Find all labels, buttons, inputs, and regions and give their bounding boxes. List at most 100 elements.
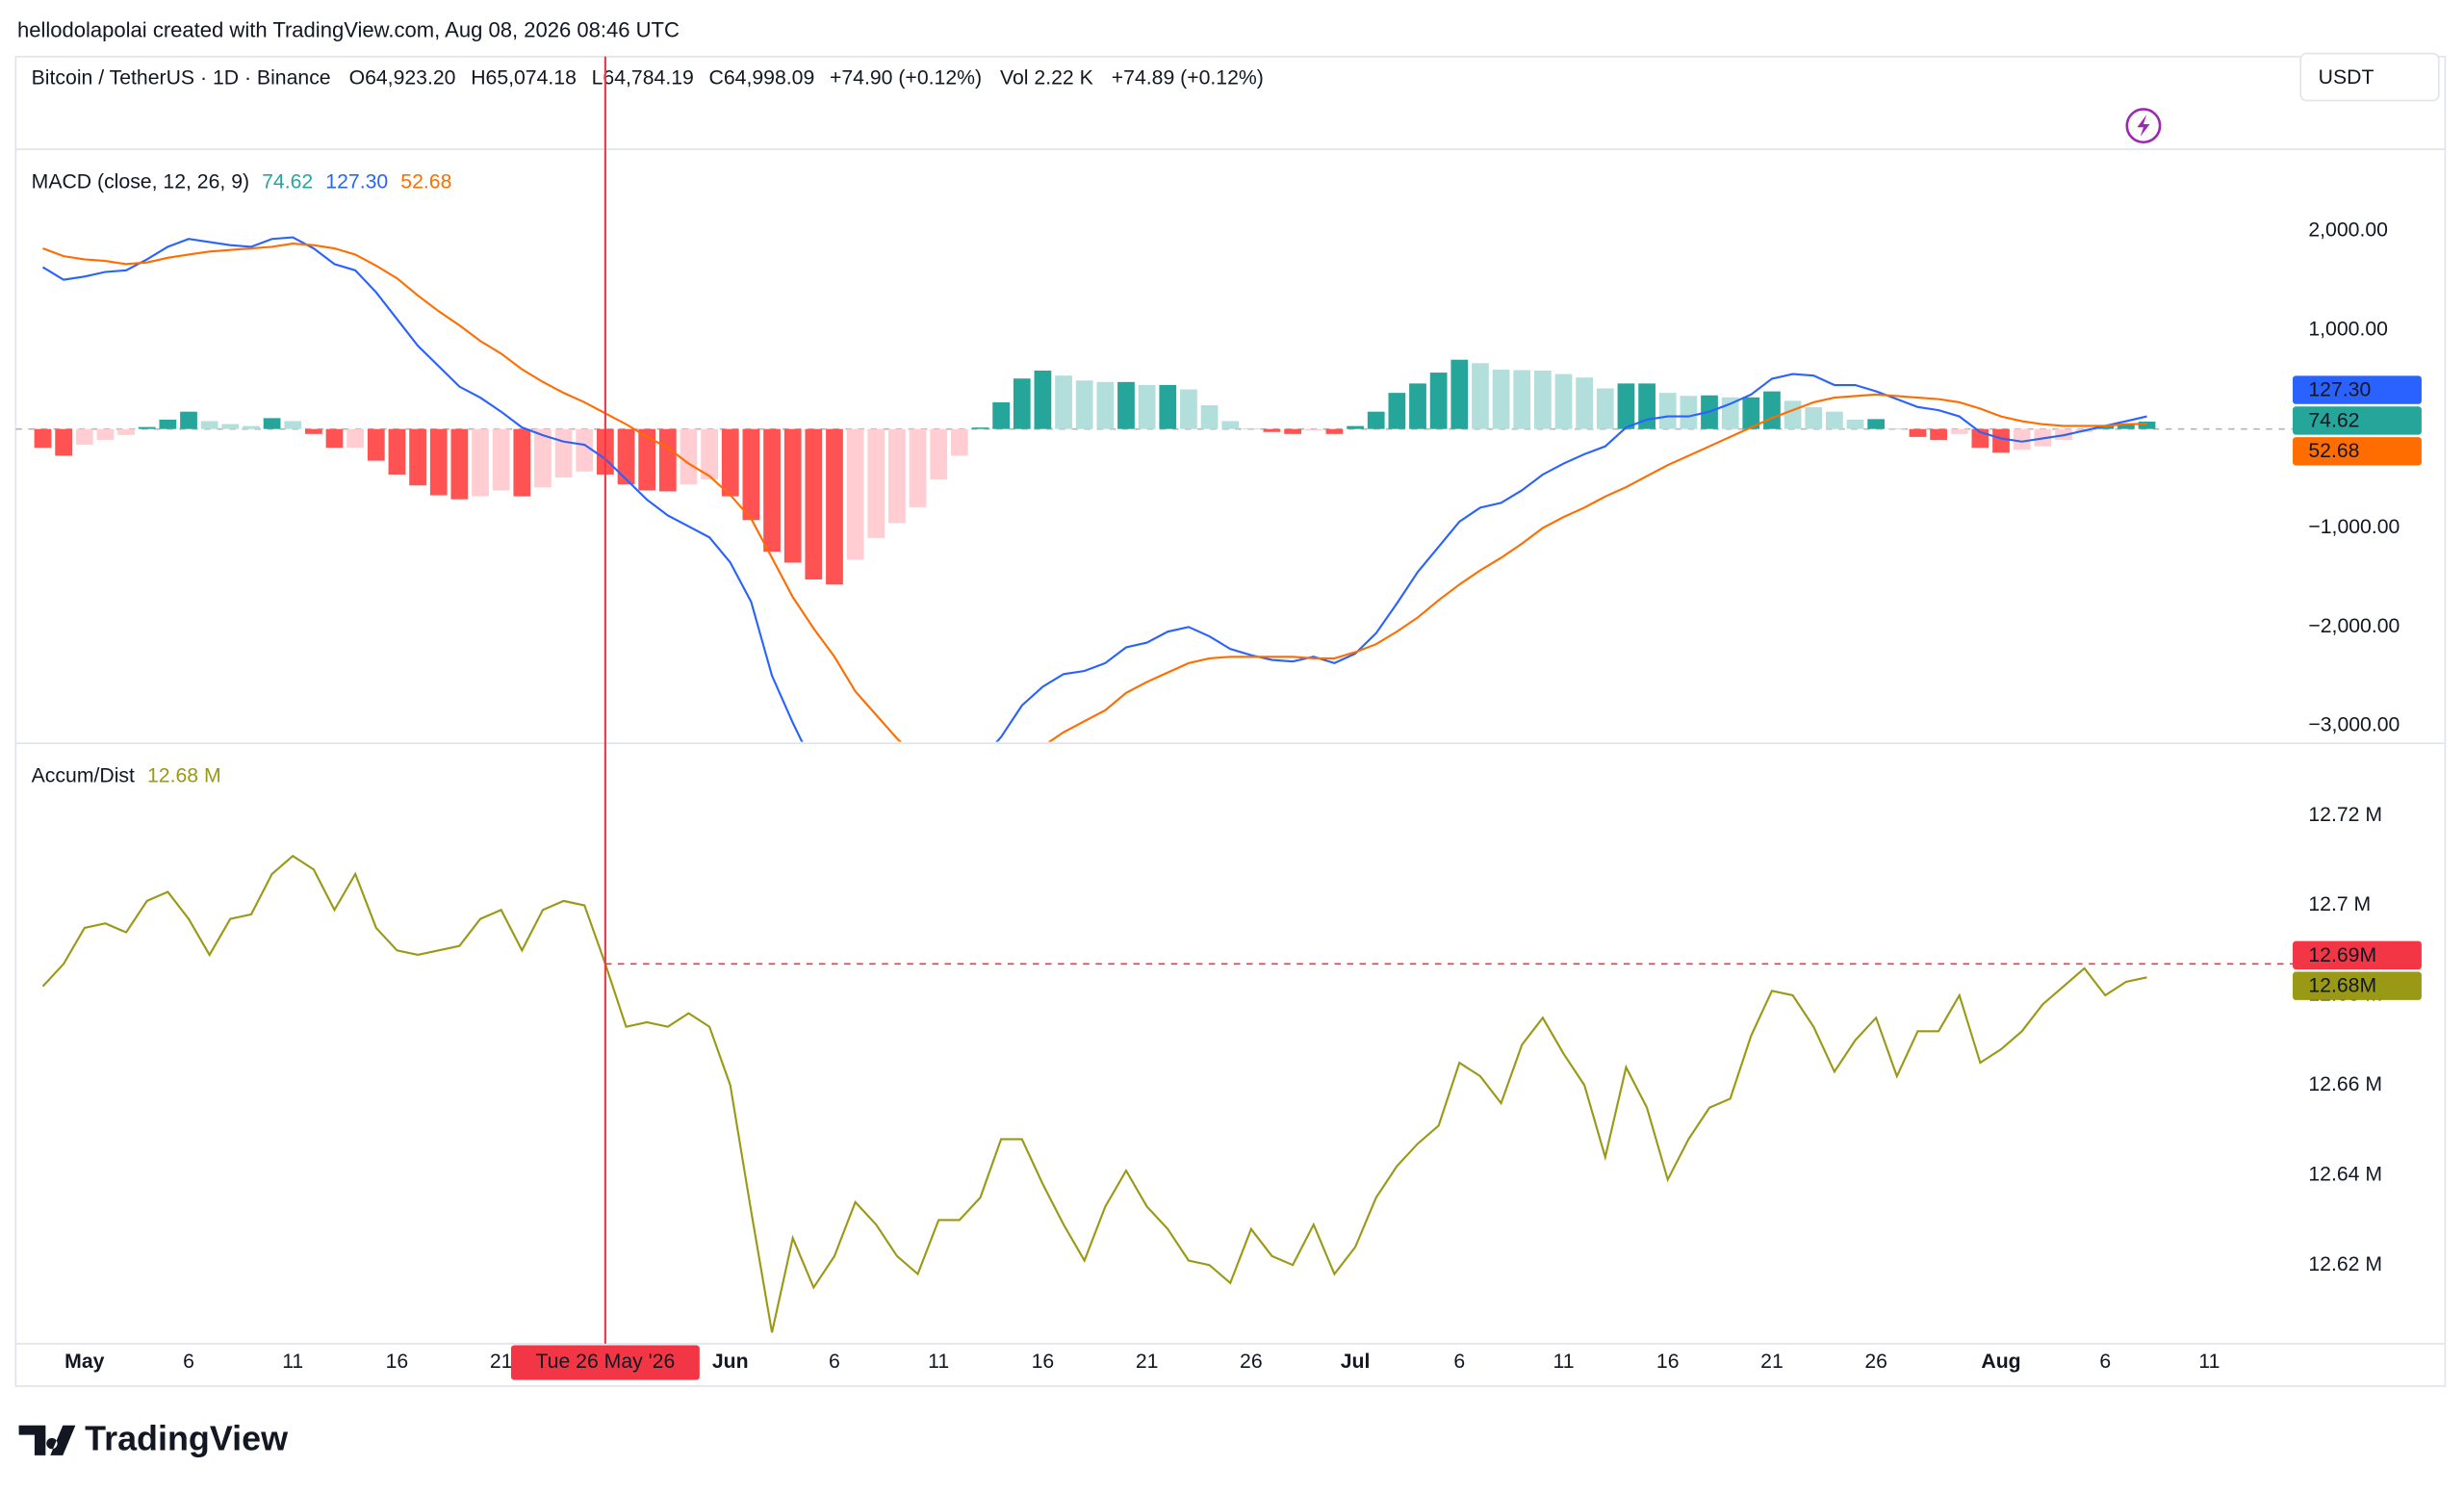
open: O64,923.20 [349,66,456,89]
y-tick-label: 12.66 M [2308,1073,2382,1095]
price-tag [2293,437,2422,466]
histogram-bar [325,428,344,449]
histogram-bar [1596,388,1614,429]
histogram-bar [1138,384,1156,429]
x-tick-label: 26 [1240,1351,1263,1373]
legend-value: 52.68 [400,170,451,193]
histogram-bar [2118,424,2135,429]
histogram-bar [534,428,552,488]
histogram-bar [1533,371,1552,429]
histogram-bar [1658,393,1677,429]
histogram-bar [1638,383,1656,429]
plot [41,854,2147,1333]
histogram-bar [638,428,656,491]
price-tag-label: 12.68M [2308,975,2376,997]
y-tick-label: 2,000.00 [2308,219,2388,242]
histogram-bar [200,421,218,429]
histogram-bar [1492,369,1510,429]
histogram-bar [429,428,448,496]
histogram-bar [1367,411,1385,429]
x-tick-label: 6 [183,1351,194,1373]
histogram-bar [1055,375,1072,429]
histogram-bar [221,424,240,429]
histogram-bar [1887,428,1906,429]
x-tick-label: 16 [386,1351,409,1373]
histogram-bar [1554,373,1573,429]
histogram-bar [1513,370,1531,429]
histogram-bar [950,428,968,456]
histogram-bar [117,428,135,435]
histogram-bar [617,428,635,485]
x-tick-label: 11 [1553,1351,1574,1373]
histogram-bar [1805,407,1823,429]
histogram-bar [1784,400,1802,429]
x-tick-label: 11 [928,1351,949,1373]
histogram-bar [138,426,156,429]
ad-legend: Accum/Dist 12.68 M [32,764,221,786]
histogram-bar [513,428,531,497]
histogram-bar [909,428,927,507]
price-tag-label: 127.30 [2308,379,2371,401]
currency-button[interactable] [2299,52,2440,102]
histogram-bar [1617,383,1635,429]
price-tag [2293,406,2422,435]
histogram-bar [159,419,177,429]
x-tick-label: 6 [2099,1351,2111,1373]
histogram-bar [1576,377,1594,429]
histogram-bar [576,428,594,472]
histogram-bar [346,428,365,449]
change: +74.89 (+0.12%) [1112,66,1264,89]
price-tag [2293,971,2422,1000]
volume-value: 2.22 K [1034,66,1092,89]
histogram-bar [1284,428,1302,434]
line [42,243,2147,742]
logo-text: TradingView [85,1419,288,1458]
histogram-bar [1388,393,1406,429]
histogram-bar [1680,396,1698,429]
legend-value: 12.68 M [147,764,221,786]
symbol: Bitcoin / TetherUS · 1D · Binance [32,66,331,89]
histogram-bar [1013,378,1031,429]
histogram-bar [805,428,823,579]
y-tick-label: −3,000.00 [2308,714,2400,736]
y-tick-label: −1,000.00 [2308,516,2400,538]
histogram-bar [1117,381,1135,429]
histogram-bar [1325,428,1344,434]
currency[interactable]: USDT [2319,66,2374,89]
y-tick-label: −2,000.00 [2308,615,2400,637]
histogram-bar [1096,381,1115,429]
histogram-bar [658,428,677,492]
x-tick-label: 11 [2198,1351,2220,1373]
macd-legend: MACD (close, 12, 26, 9) 74.62 127.30 52.68 [32,170,452,193]
price-tag-label: 12.69M [2308,944,2376,966]
histogram-bar [1846,419,1864,429]
price-tag [2293,375,2422,404]
x-tick-label: 21 [1760,1351,1784,1373]
histogram-bar [1159,384,1177,429]
histogram-bar [867,428,886,538]
y-tick-label: 12.62 M [2308,1253,2382,1275]
line [41,854,2147,1333]
histogram-bar [1867,419,1886,429]
histogram-bar [304,428,322,434]
histogram-bar [2096,425,2115,429]
histogram-bar [263,418,281,429]
histogram-bar [971,427,989,429]
volume-label: Vol [1000,66,1029,89]
histogram-bar [1304,428,1322,431]
histogram-bar [450,428,469,500]
logo-icon [18,1425,76,1455]
histogram-bar [284,421,302,429]
alert-icon[interactable] [2125,108,2162,144]
histogram-bar [75,428,93,446]
histogram-bar [1221,421,1240,429]
histogram-bar [1950,428,1968,434]
macd-title: MACD (close, 12, 26, 9) [32,170,249,193]
histogram-bar [783,428,802,563]
change: +74.90 (+0.12%) [830,66,982,89]
low: L64,784.19 [592,66,694,89]
histogram-bar [388,428,406,475]
histogram-bar [701,428,718,480]
